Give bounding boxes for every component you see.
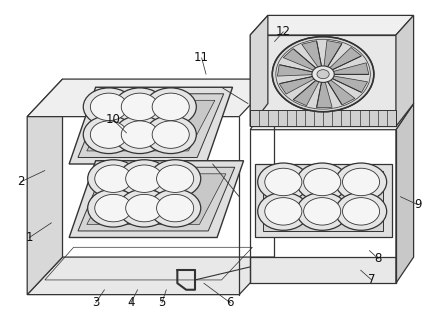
Ellipse shape (83, 88, 135, 126)
Ellipse shape (88, 160, 139, 198)
Ellipse shape (114, 88, 165, 126)
Ellipse shape (121, 93, 158, 121)
Polygon shape (279, 74, 323, 94)
Polygon shape (78, 167, 235, 231)
Text: 4: 4 (127, 296, 135, 309)
Polygon shape (27, 79, 275, 117)
Polygon shape (250, 15, 268, 126)
Text: 5: 5 (158, 296, 166, 309)
Ellipse shape (312, 66, 334, 82)
Text: 1: 1 (26, 231, 33, 244)
Ellipse shape (296, 163, 348, 201)
Polygon shape (250, 35, 396, 126)
Ellipse shape (258, 163, 309, 201)
Ellipse shape (145, 116, 196, 154)
Ellipse shape (114, 116, 165, 154)
Text: 11: 11 (194, 51, 209, 64)
Ellipse shape (119, 160, 170, 198)
Polygon shape (317, 74, 332, 108)
Text: 10: 10 (106, 113, 121, 126)
Polygon shape (27, 257, 275, 295)
Ellipse shape (303, 168, 341, 196)
Polygon shape (250, 110, 396, 126)
Ellipse shape (90, 121, 128, 148)
Ellipse shape (303, 198, 341, 225)
Ellipse shape (152, 121, 189, 148)
Polygon shape (27, 79, 62, 295)
Polygon shape (283, 49, 323, 74)
Polygon shape (87, 100, 215, 151)
Polygon shape (250, 15, 414, 35)
Text: 9: 9 (414, 198, 422, 211)
Polygon shape (250, 104, 414, 130)
Polygon shape (323, 48, 361, 74)
Ellipse shape (258, 193, 309, 230)
Polygon shape (277, 65, 323, 76)
Text: 3: 3 (92, 296, 99, 309)
Ellipse shape (95, 195, 132, 222)
Ellipse shape (265, 198, 302, 225)
Ellipse shape (88, 189, 139, 227)
Ellipse shape (272, 37, 374, 112)
Polygon shape (69, 161, 244, 237)
Ellipse shape (152, 93, 189, 121)
Ellipse shape (296, 193, 348, 230)
Ellipse shape (342, 168, 380, 196)
Polygon shape (78, 94, 224, 157)
Ellipse shape (317, 70, 329, 79)
Polygon shape (396, 15, 414, 126)
Ellipse shape (156, 195, 194, 222)
Ellipse shape (121, 121, 158, 148)
Ellipse shape (119, 189, 170, 227)
Ellipse shape (335, 193, 387, 230)
Polygon shape (302, 41, 323, 74)
Text: 7: 7 (368, 274, 375, 286)
Polygon shape (255, 164, 392, 237)
Ellipse shape (126, 165, 163, 193)
Ellipse shape (342, 198, 380, 225)
Polygon shape (323, 74, 368, 92)
Polygon shape (69, 87, 233, 164)
Polygon shape (323, 63, 369, 74)
Text: 8: 8 (375, 252, 382, 265)
Polygon shape (264, 171, 383, 231)
Text: 12: 12 (276, 25, 291, 38)
Ellipse shape (83, 116, 135, 154)
Ellipse shape (126, 195, 163, 222)
Ellipse shape (145, 88, 196, 126)
Text: 6: 6 (226, 296, 234, 309)
Polygon shape (323, 40, 342, 74)
Ellipse shape (150, 160, 201, 198)
Text: 2: 2 (17, 175, 24, 189)
Ellipse shape (335, 163, 387, 201)
Polygon shape (323, 74, 355, 105)
Ellipse shape (265, 168, 302, 196)
Ellipse shape (90, 93, 128, 121)
Polygon shape (293, 74, 323, 106)
Polygon shape (250, 257, 396, 283)
Ellipse shape (156, 165, 194, 193)
Polygon shape (87, 174, 226, 224)
Ellipse shape (95, 165, 132, 193)
Polygon shape (396, 104, 414, 283)
Ellipse shape (150, 189, 201, 227)
